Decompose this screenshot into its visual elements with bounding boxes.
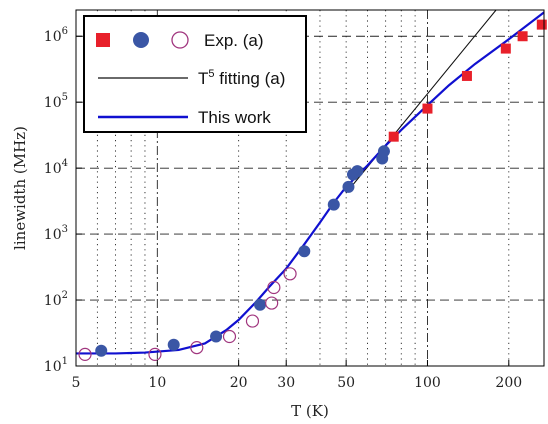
open-circle-point bbox=[245, 314, 260, 328]
open-circle-point bbox=[190, 341, 204, 355]
x-tick-label: 10 bbox=[148, 375, 166, 391]
square-point bbox=[517, 31, 528, 42]
open-circle-point bbox=[222, 329, 237, 344]
open-circle-point bbox=[148, 347, 162, 361]
filled-circle-point bbox=[254, 298, 267, 311]
legend-label-model: This work bbox=[198, 108, 271, 127]
legend-label-fit: T5 fitting (a) bbox=[198, 68, 285, 88]
x-tick-label: 30 bbox=[277, 375, 295, 391]
y-tick-label: 103 bbox=[44, 224, 68, 243]
y-tick-label: 102 bbox=[44, 290, 68, 309]
legend-items: Exp. (a) T5 fitting (a) This work bbox=[96, 31, 285, 127]
x-tick-label: 100 bbox=[414, 375, 441, 391]
x-tick-label: 200 bbox=[495, 375, 522, 391]
filled-circle-point bbox=[377, 145, 390, 158]
square-point bbox=[388, 131, 399, 142]
filled-circle-point bbox=[298, 245, 311, 258]
x-axis-title: T (K) bbox=[291, 402, 329, 420]
legend: Exp. (a) T5 fitting (a) This work bbox=[83, 15, 307, 133]
filled-circle-point bbox=[95, 344, 108, 357]
y-axis-title: linewidth (MHz) bbox=[11, 126, 29, 250]
ticks: 5 10 20 30 50 100 200 101 102 103 104 105 106 bbox=[44, 26, 522, 391]
legend-filled-circle-marker bbox=[133, 32, 149, 48]
legend-box bbox=[83, 15, 307, 133]
filled-circle-point bbox=[351, 165, 364, 178]
model-line bbox=[76, 11, 544, 355]
filled-circle-point bbox=[327, 198, 340, 211]
filled-circle-point bbox=[342, 180, 355, 193]
x-tick-label: 50 bbox=[337, 375, 355, 391]
square-point bbox=[422, 103, 433, 114]
legend-label-exp: Exp. (a) bbox=[204, 31, 264, 50]
legend-square-marker bbox=[96, 33, 110, 47]
series-layer bbox=[76, 10, 547, 361]
open-circle-point bbox=[283, 267, 297, 281]
square-point bbox=[461, 70, 472, 81]
y-tick-label: 104 bbox=[44, 158, 68, 177]
y-tick-label: 105 bbox=[44, 92, 68, 111]
square-point bbox=[500, 43, 511, 54]
open-circle-point bbox=[78, 347, 92, 361]
filled-circle-point bbox=[167, 338, 180, 351]
open-circle-point bbox=[267, 280, 281, 295]
y-tick-label: 106 bbox=[44, 26, 68, 45]
filled-circle-point bbox=[210, 330, 223, 343]
y-tick-label: 101 bbox=[44, 356, 68, 375]
x-tick-label: 20 bbox=[230, 375, 248, 391]
square-point bbox=[536, 19, 547, 30]
open-circle-point bbox=[265, 296, 279, 310]
legend-open-circle-marker bbox=[171, 31, 189, 49]
plot-frame bbox=[75, 9, 545, 367]
x-tick-label: 5 bbox=[72, 375, 81, 391]
